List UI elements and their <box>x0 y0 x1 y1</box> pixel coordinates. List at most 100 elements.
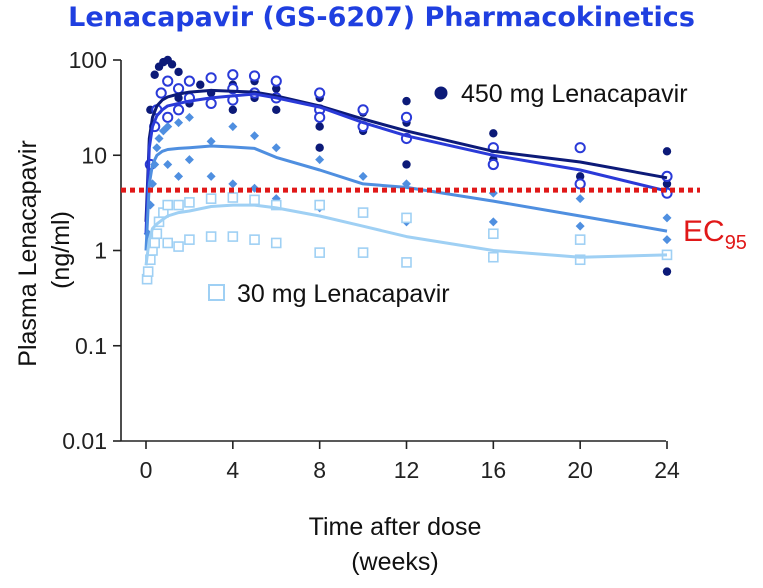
x-tick-label: 24 <box>654 457 680 483</box>
data-point <box>149 237 160 249</box>
data-point <box>248 70 261 82</box>
x-tick-label: 16 <box>481 457 507 483</box>
legend-marker-open-square <box>208 284 225 301</box>
data-point <box>162 111 174 123</box>
data-point <box>163 122 173 132</box>
data-point <box>315 155 325 165</box>
data-point <box>271 143 281 153</box>
data-point <box>272 84 281 93</box>
series-layer <box>141 55 673 285</box>
data-point <box>228 179 238 189</box>
data-point <box>228 122 238 132</box>
data-point <box>205 97 217 110</box>
legend-entry-30mg: 30 mg Lenacapavir <box>208 280 450 308</box>
data-point <box>315 143 324 152</box>
data-point <box>358 171 368 181</box>
y-tick-label: 0.01 <box>62 428 107 454</box>
data-point <box>227 231 239 242</box>
x-axis-label-line2: (weeks) <box>351 548 439 576</box>
y-axis-label-line2: (ng/ml) <box>47 211 75 289</box>
x-tick-label: 0 <box>140 457 153 483</box>
legend-marker-filled-circle <box>434 86 448 100</box>
y-ticks: 0.01 0.1 1 10 100 <box>62 47 121 454</box>
data-point <box>315 122 324 131</box>
y-tick-label: 100 <box>69 47 107 73</box>
data-point <box>489 129 498 138</box>
data-point <box>402 96 411 106</box>
data-point <box>184 234 195 245</box>
data-point <box>574 142 586 154</box>
data-point <box>184 197 195 208</box>
data-point <box>314 247 325 258</box>
data-point <box>357 247 369 258</box>
data-point <box>227 69 239 81</box>
data-point <box>158 126 168 136</box>
data-point <box>270 199 282 211</box>
axes <box>120 60 666 442</box>
data-point <box>314 111 326 123</box>
data-point <box>662 213 672 223</box>
data-point <box>575 172 585 181</box>
data-point <box>662 267 672 276</box>
data-point <box>174 171 184 181</box>
data-point <box>206 171 216 181</box>
series-3-points <box>141 192 673 285</box>
legend-label-450mg: 450 mg Lenacapavir <box>461 80 688 108</box>
data-point <box>163 159 173 169</box>
data-point <box>575 194 585 204</box>
data-point <box>270 75 282 87</box>
data-point <box>184 155 194 165</box>
data-point <box>357 207 369 218</box>
data-point <box>314 87 326 99</box>
data-point <box>155 87 167 99</box>
data-point <box>205 72 217 84</box>
data-point <box>162 237 174 249</box>
data-point <box>488 228 499 240</box>
data-point <box>574 254 586 266</box>
data-point <box>662 235 672 245</box>
legend-entry-450mg: 450 mg Lenacapavir <box>434 80 688 108</box>
x-ticks: 0 4 8 12 16 20 24 <box>140 441 680 483</box>
data-point <box>314 199 325 211</box>
data-point <box>575 221 585 231</box>
data-point <box>150 70 159 79</box>
data-point <box>196 80 205 89</box>
data-point <box>154 133 164 143</box>
data-point <box>167 60 177 69</box>
x-axis-label-line1: Time after dose <box>309 513 482 541</box>
y-tick-label: 0.1 <box>75 333 107 359</box>
data-point <box>142 266 154 277</box>
x-tick-label: 20 <box>567 457 593 483</box>
data-point <box>172 83 185 95</box>
y-tick-label: 10 <box>81 142 107 168</box>
data-point <box>162 199 174 211</box>
data-point <box>162 75 174 87</box>
data-point <box>173 241 184 252</box>
data-point <box>270 237 282 249</box>
data-point <box>662 147 672 156</box>
ec95-label-sub: 95 <box>725 232 747 254</box>
x-tick-label: 8 <box>313 457 326 483</box>
data-point <box>250 131 260 141</box>
data-point <box>173 199 184 211</box>
y-tick-label: 1 <box>94 238 107 264</box>
data-point <box>357 104 369 116</box>
data-point <box>401 212 412 224</box>
data-point <box>574 178 586 190</box>
data-point <box>152 143 162 153</box>
data-point <box>487 158 499 171</box>
data-point <box>174 67 183 77</box>
data-point <box>249 194 260 206</box>
data-point <box>400 111 413 123</box>
series-1-mean-line <box>144 92 668 234</box>
series-0-mean-line <box>144 88 668 222</box>
x-tick-label: 12 <box>394 457 420 483</box>
data-point <box>574 234 586 245</box>
y-axis-label: Plasma Lenacapavir (ng/ml) <box>14 133 75 366</box>
ec95-label-base: EC <box>683 215 725 248</box>
y-axis-label-line1: Plasma Lenacapavir <box>14 140 42 367</box>
data-point <box>206 136 216 146</box>
data-point <box>227 192 239 203</box>
chart-title: Lenacapavir (GS-6207) Pharmacokinetics <box>68 2 695 33</box>
